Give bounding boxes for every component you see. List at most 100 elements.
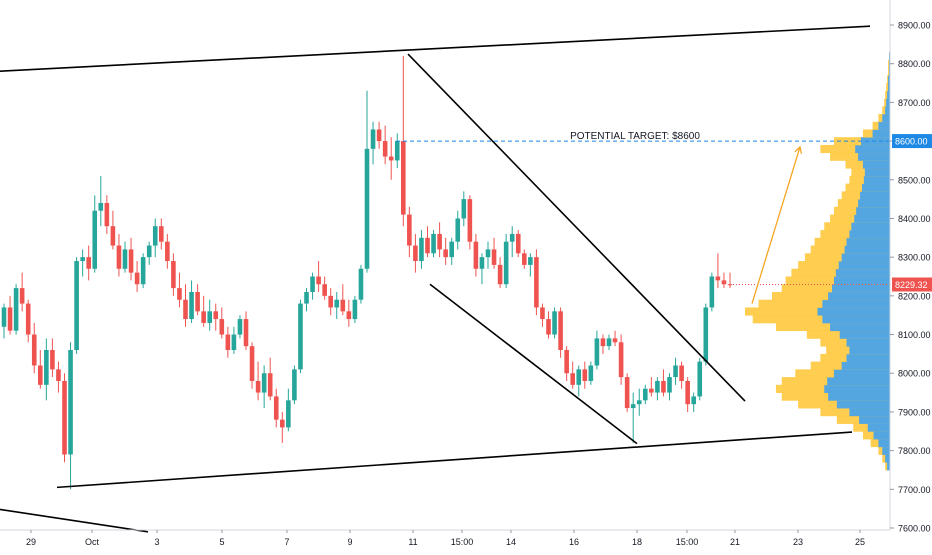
time-tick-label: 5 [219,537,224,547]
candle-body [679,365,684,381]
candle-body [116,245,122,269]
lower-left-line [0,508,149,533]
candle-body [655,380,660,393]
candle-body [388,156,394,161]
candle-body [310,276,315,292]
candle-body [546,319,551,335]
price-tick-label: 8300.00 [898,253,931,263]
candle-body [255,380,261,393]
time-tick-label: 11 [408,537,417,547]
candle-body [528,257,533,265]
candle-body [183,299,188,320]
candle-body [237,319,243,335]
candle-body [449,241,454,258]
candle-body [522,253,527,265]
time-tick-label: 9 [347,537,352,547]
candle-body [68,350,73,455]
candle-body [62,380,67,455]
volume-profile-inner-bar [882,446,890,455]
price-tick-label: 8000.00 [898,369,931,379]
candle-body [455,218,461,242]
candle-body [479,257,485,269]
candle-body [594,338,600,366]
volume-profile-inner-bar [867,423,890,432]
price-tick-label: 7600.00 [898,524,931,534]
candle-body [419,237,424,262]
candle-body [401,141,406,215]
volume-profile-inner-bar [822,299,890,308]
candle-body [340,299,346,312]
candle-body [134,272,140,285]
time-tick-label: 18 [632,537,642,547]
target-annotation-text: POTENTIAL TARGET: $8600 [570,131,700,142]
candle-body [370,129,376,149]
candle-body [364,148,370,269]
candle-body [280,419,285,428]
candle-body [443,249,448,258]
volume-profile-inner-bar [838,261,890,270]
candle-body [485,249,491,258]
candle-body [31,334,37,366]
candle-body [122,249,128,269]
candle-body [503,241,509,285]
volume-profile-inner-bar [856,206,890,215]
candle-body [407,214,412,246]
candle-body [600,338,606,347]
candle-body [110,226,116,246]
volume-profile-inner-bar [828,392,890,401]
candle-body [709,276,715,308]
candle-body [213,311,219,320]
candle-body [19,288,25,304]
candle-body [358,268,364,300]
candle-body [38,365,43,385]
candle-body [431,233,436,254]
candle-body [612,338,618,343]
candle-body [437,233,442,250]
price-tick-label: 8700.00 [898,98,931,108]
candle-body [25,303,31,335]
candle-body [334,299,340,308]
candle-body [467,199,473,242]
candle-body [376,129,382,142]
candle-body [267,373,273,397]
volume-profile-inner-bar [885,454,890,463]
volume-profile-inner-bar [835,268,890,277]
candle-body [576,369,582,385]
volume-profile-inner-bar [861,183,890,192]
volume-profile-inner-bar [886,98,890,107]
candle-body [624,377,630,409]
candle-body [661,380,666,393]
target-price-label: 8600.00 [895,137,928,147]
volume-profile-inner-bar [872,129,890,138]
candle-body [92,210,98,269]
candle-body [152,226,158,246]
volume-profile-inner-bar [854,214,890,223]
candle-body [715,276,721,281]
current-price-label: 8229.32 [895,280,928,290]
candle-body [552,311,557,335]
candle-body [588,365,594,381]
candle-body [322,284,327,296]
candle-body [473,241,479,269]
candle-body [261,373,267,393]
volume-profile-inner-bar [830,322,890,332]
candle-body [618,342,624,378]
time-tick-label: 29 [26,537,36,547]
candle-body [128,249,134,273]
candle-body [207,311,212,323]
candle-body [177,288,182,300]
candle-body [425,237,430,254]
volume-profile-inner-bar [839,330,890,339]
volume-profile-inner-bar [878,439,890,448]
candle-body [56,369,61,381]
volume-profile-inner-bar [862,160,890,169]
time-tick-label: 15:00 [451,537,474,547]
candle-body [50,350,55,370]
candle-body [298,303,303,370]
volume-profile-inner-bar [841,253,890,262]
price-tick-label: 8400.00 [898,214,931,224]
volume-profile-inner-bar [887,462,890,471]
candle-body [346,311,352,320]
